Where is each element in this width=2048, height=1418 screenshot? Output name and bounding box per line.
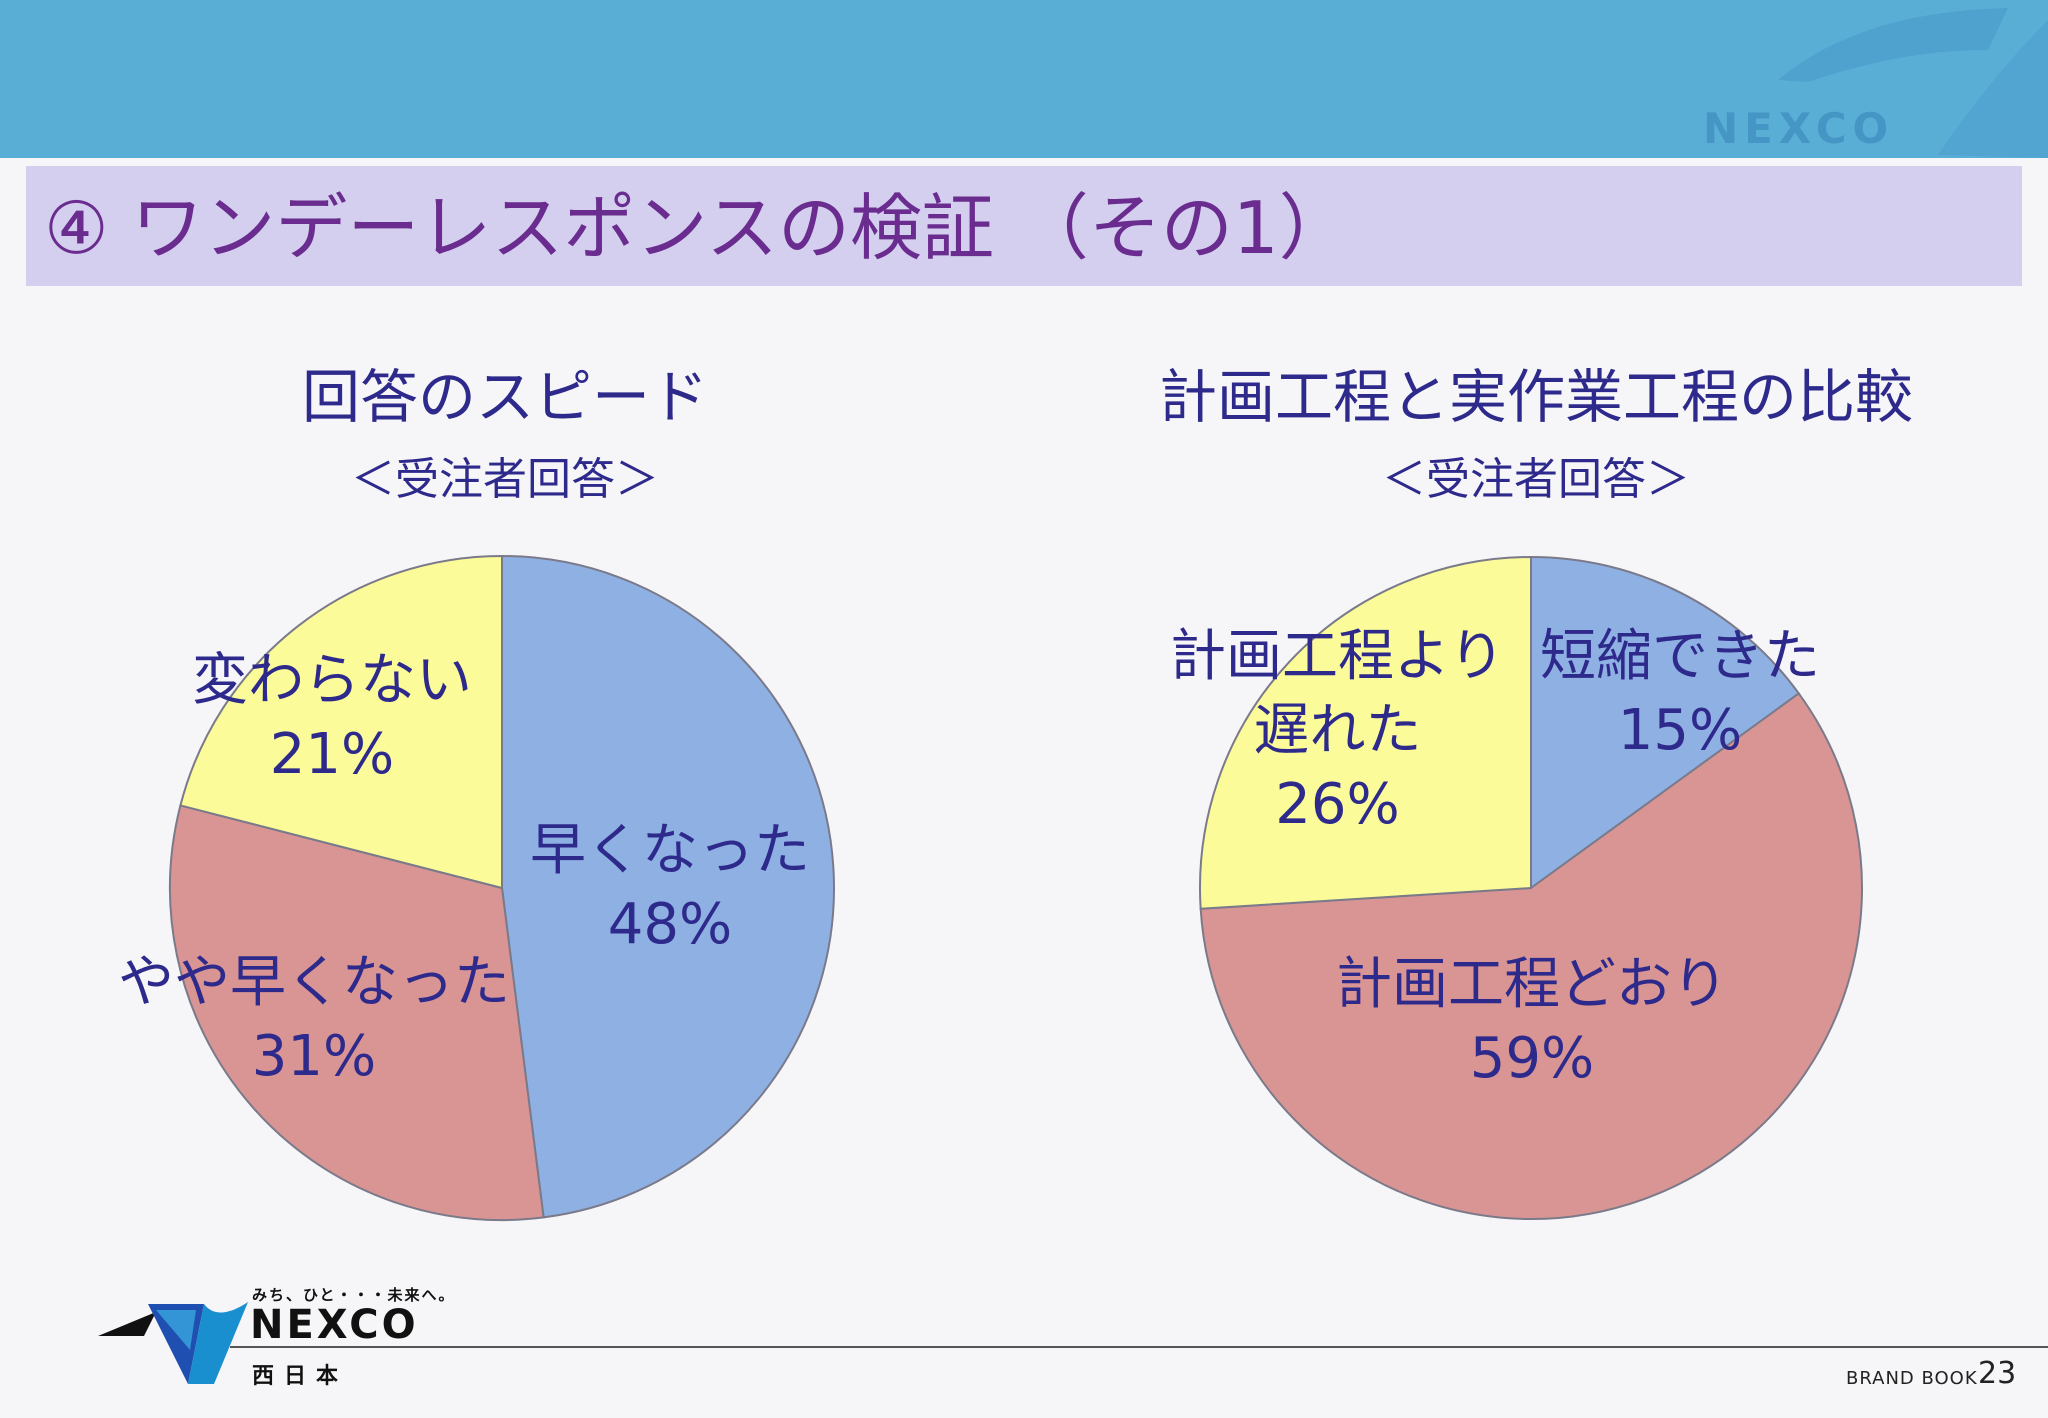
chart-1-slice-label-kawaranai: 変わらない 21%: [192, 644, 472, 792]
slice-value: 21%: [269, 722, 395, 787]
header-bar: [0, 0, 2048, 158]
chart-2-slice-label-okureta: 計画工程より 遅れた 26%: [1170, 620, 1505, 842]
pie-slice-1-1: [1199, 692, 1863, 1221]
chart-1-subtitle: ＜受注者回答＞: [351, 454, 659, 505]
footer-brand: NEXCO: [250, 1302, 419, 1348]
slice-value: 48%: [607, 892, 733, 957]
page-number: 23: [1978, 1356, 2017, 1391]
slice-name: 早くなった: [530, 818, 810, 883]
pie-slice-1-2: [1199, 555, 1532, 910]
slice-name: 変わらない: [192, 648, 472, 713]
header-logo-text: NEXCO: [1703, 104, 1895, 153]
chart-2-slice-label-tanshuku: 短縮できた 15%: [1540, 620, 1820, 768]
footer-brand-sub: 西日本: [252, 1364, 349, 1389]
footer-divider: [230, 1346, 2048, 1348]
chart-1-title: 回答のスピード: [301, 363, 708, 431]
brand-book-label: BRAND BOOK: [1846, 1368, 1978, 1389]
nexco-logo-icon: [98, 1302, 248, 1384]
chart-2-slice-label-dori: 計画工程どおり 59%: [1336, 948, 1728, 1096]
chart-1-slice-label-yaya: やや早くなった 31%: [118, 946, 510, 1094]
slice-value: 59%: [1469, 1026, 1595, 1091]
pie-slice-0-1: [169, 804, 545, 1221]
pie-slice-1-0: [1530, 555, 1801, 890]
page-title: ④ ワンデーレスポンスの検証 （その1）: [44, 186, 1351, 270]
slice-name: やや早くなった: [118, 950, 510, 1015]
slice-name: 計画工程どおり: [1336, 952, 1728, 1017]
pie-slice-0-2: [179, 554, 503, 890]
slice-value: 26%: [1275, 772, 1400, 837]
title-bar: [26, 166, 2022, 286]
footer-tagline: みち、ひと・・・未来へ。: [252, 1286, 456, 1304]
chart-2-subtitle: ＜受注者回答＞: [1382, 454, 1690, 505]
header-logo-graphic: [1778, 8, 2048, 158]
slice-value: 31%: [251, 1024, 377, 1089]
slice-value: 15%: [1617, 698, 1743, 763]
slice-name: 計画工程より 遅れた: [1170, 624, 1505, 763]
pie-slice-0-0: [501, 554, 835, 1219]
slice-name: 短縮できた: [1540, 624, 1820, 689]
chart-2-title: 計画工程と実作業工程の比較: [1158, 363, 1913, 431]
chart-1-slice-label-hayaku: 早くなった 48%: [530, 814, 810, 962]
